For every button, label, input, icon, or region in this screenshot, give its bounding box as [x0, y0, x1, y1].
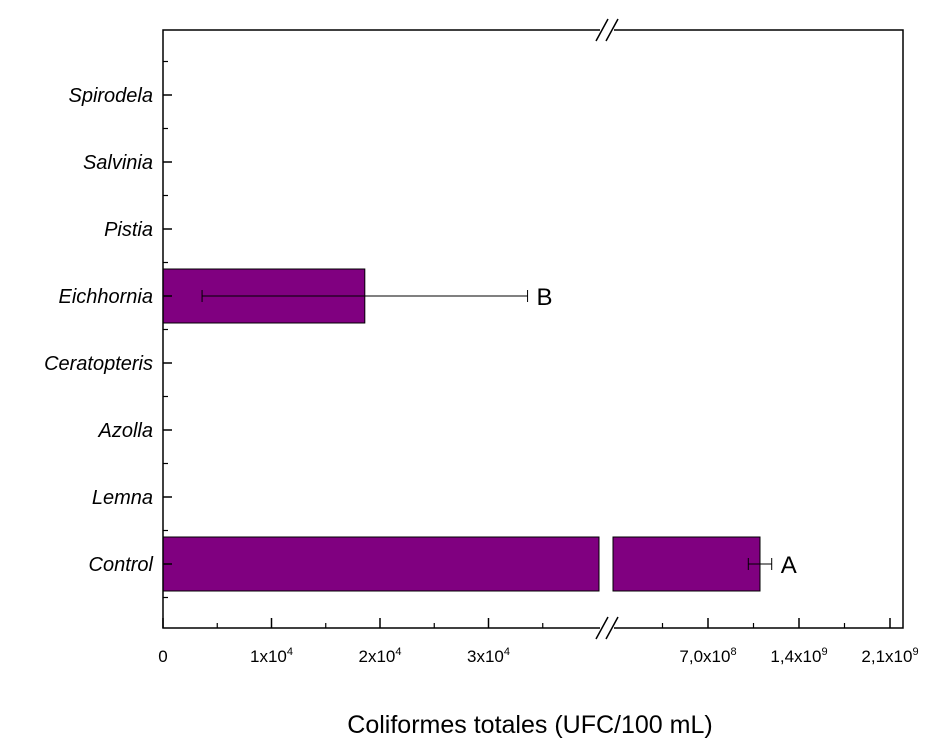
x-axis-title: Coliformes totales (UFC/100 mL): [347, 711, 712, 739]
axis-break-slash: [605, 616, 619, 640]
ticks-layer: [162, 60, 891, 628]
category-label: Lemna: [92, 487, 153, 509]
x-tick-label: 2,1x109: [861, 646, 918, 666]
category-label: Azolla: [98, 420, 153, 442]
category-label: Salvinia: [83, 152, 153, 174]
axis-break-slash: [605, 18, 619, 42]
x-tick-label: 1x104: [250, 646, 293, 666]
labels-layer: Spirodela Salvinia Pistia Eichhornia Ceratop…: [44, 85, 919, 666]
category-label: Control: [89, 554, 154, 576]
bar-broken-segment: [612, 536, 761, 592]
x-tick-label: 3x104: [467, 646, 510, 666]
significance-letter: B: [537, 284, 553, 311]
category-label: Pistia: [104, 219, 153, 241]
axis-break-slash: [595, 18, 609, 42]
bar: [162, 536, 600, 592]
category-label: Eichhornia: [58, 286, 153, 308]
x-tick-label: 7,0x108: [679, 646, 736, 666]
axis-break-gap: [600, 27, 614, 33]
axis-break-slash: [595, 616, 609, 640]
axis-break-gap: [600, 625, 614, 631]
significance-letter: A: [781, 552, 797, 579]
x-tick-label: 2x104: [359, 646, 402, 666]
x-tick-label: 0: [158, 647, 167, 666]
x-tick-label: 1,4x109: [770, 646, 827, 666]
error-bars-layer: [201, 290, 773, 570]
axis-break-marks: [595, 18, 619, 640]
category-label: Spirodela: [68, 85, 153, 107]
bars-layer: [162, 268, 761, 592]
category-label: Ceratopteris: [44, 353, 153, 375]
